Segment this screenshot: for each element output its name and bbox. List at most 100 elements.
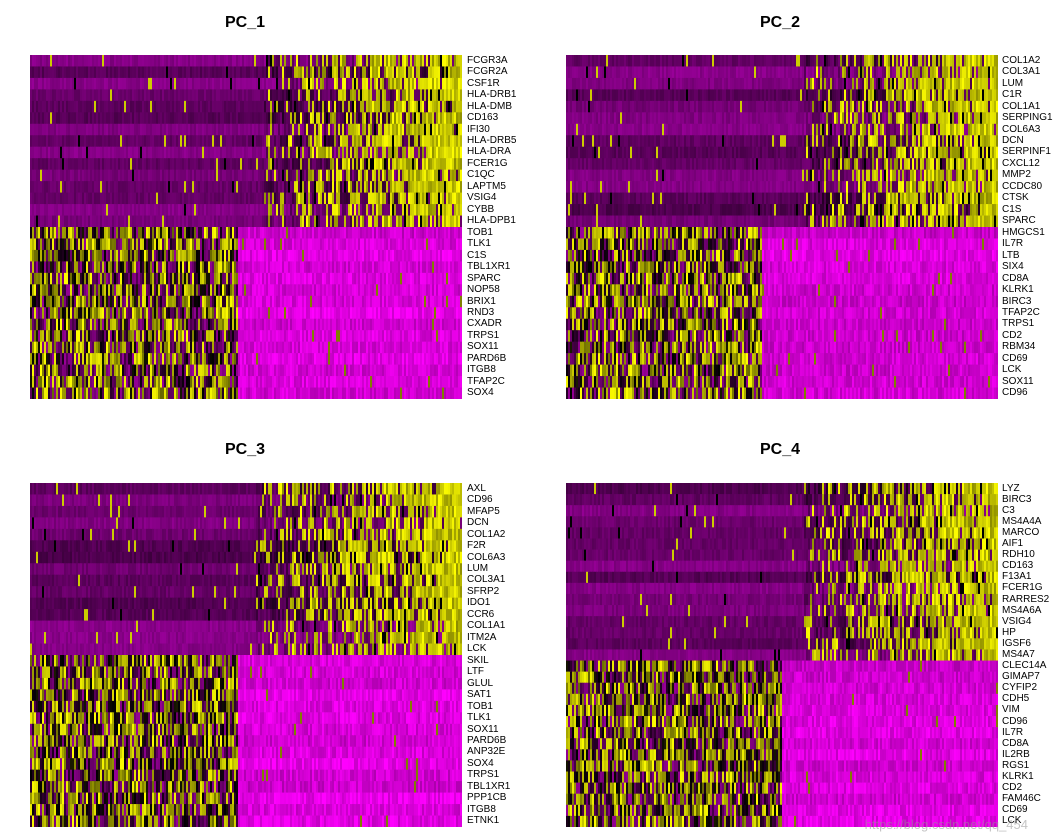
heat-cell xyxy=(448,215,451,228)
heat-cell xyxy=(460,238,462,251)
heat-cell xyxy=(382,249,385,262)
heat-cell xyxy=(324,261,327,274)
heat-cell xyxy=(86,89,89,102)
heat-cell xyxy=(348,261,351,274)
heat-cell xyxy=(144,77,147,90)
heat-cell xyxy=(248,123,251,136)
heat-cell xyxy=(366,295,369,308)
heat-cell xyxy=(158,284,161,297)
heat-cell xyxy=(418,66,421,79)
heat-cell xyxy=(432,307,435,320)
heat-cell xyxy=(100,77,103,90)
heat-cell xyxy=(176,238,179,251)
heat-cell xyxy=(134,307,137,320)
heat-cell xyxy=(212,112,215,125)
heat-cell xyxy=(324,100,327,113)
heat-cell xyxy=(290,77,293,90)
heat-cell xyxy=(424,100,427,113)
heat-cell xyxy=(80,307,83,320)
heat-cell xyxy=(316,284,319,297)
heat-cell xyxy=(176,135,179,148)
heat-cell xyxy=(308,204,311,217)
heat-cell xyxy=(442,261,445,274)
heat-cell xyxy=(308,77,311,90)
heat-cell xyxy=(356,146,359,159)
heat-cell xyxy=(420,169,423,182)
heat-cell xyxy=(44,169,47,182)
heat-cell xyxy=(80,169,83,182)
heat-cell xyxy=(346,55,349,68)
heat-cell xyxy=(306,181,309,194)
heat-cell xyxy=(418,135,421,148)
heat-cell xyxy=(160,123,163,136)
heat-cell xyxy=(168,89,171,102)
heat-cell xyxy=(196,77,199,90)
heat-cell xyxy=(90,295,93,308)
heat-cell xyxy=(380,112,383,125)
heat-cell xyxy=(460,158,462,171)
heat-cell xyxy=(246,227,249,240)
heat-cell xyxy=(300,215,303,228)
heat-cell xyxy=(208,66,211,79)
heat-cell xyxy=(228,55,231,68)
heat-cell xyxy=(240,204,243,217)
heat-cell xyxy=(286,100,289,113)
heat-cell xyxy=(42,204,45,217)
heat-cell xyxy=(248,261,251,274)
heat-cell xyxy=(406,55,409,68)
heat-cell xyxy=(118,55,121,68)
heat-cell xyxy=(124,123,127,136)
heat-cell xyxy=(192,100,195,113)
heat-cell xyxy=(170,169,173,182)
heat-cell xyxy=(400,227,403,240)
heat-cell xyxy=(110,238,113,251)
heat-cell xyxy=(30,66,33,79)
heat-cell xyxy=(92,227,95,240)
heat-cell xyxy=(170,227,173,240)
heat-cell xyxy=(234,204,237,217)
heat-cell xyxy=(420,215,423,228)
heat-cell xyxy=(280,261,283,274)
heat-cell xyxy=(238,272,241,285)
heat-cell xyxy=(346,261,349,274)
heat-cell xyxy=(140,112,143,125)
heat-cell xyxy=(70,215,73,228)
heat-cell xyxy=(378,307,381,320)
heat-cell xyxy=(440,272,443,285)
heat-cell xyxy=(286,66,289,79)
heat-cell xyxy=(50,272,53,285)
heat-cell xyxy=(430,204,433,217)
heat-cell xyxy=(150,204,153,217)
heat-cell xyxy=(140,227,143,240)
heat-cell xyxy=(202,89,205,102)
heat-cell xyxy=(248,169,251,182)
heat-cell xyxy=(66,135,69,148)
heat-cell xyxy=(198,238,201,251)
heat-cell xyxy=(182,89,185,102)
heat-cell xyxy=(210,295,213,308)
heat-cell xyxy=(264,181,267,194)
heat-cell xyxy=(394,227,397,240)
heat-cell xyxy=(134,284,137,297)
heat-cell xyxy=(436,158,439,171)
heat-cell xyxy=(48,146,51,159)
heat-cell xyxy=(288,100,291,113)
heat-cell xyxy=(434,204,437,217)
heat-cell xyxy=(266,238,269,251)
heat-cell xyxy=(152,112,155,125)
heat-cell xyxy=(258,204,261,217)
heat-cell xyxy=(406,146,409,159)
heat-cell xyxy=(150,169,153,182)
heat-cell xyxy=(424,55,427,68)
heat-cell xyxy=(354,284,357,297)
heat-cell xyxy=(452,272,455,285)
heat-cell xyxy=(354,249,357,262)
heat-cell xyxy=(64,146,67,159)
heat-cell xyxy=(284,284,287,297)
heat-cell xyxy=(156,89,159,102)
heat-cell xyxy=(288,135,291,148)
heat-cell xyxy=(332,295,335,308)
heat-cell xyxy=(406,123,409,136)
heat-cell xyxy=(84,135,87,148)
heat-cell xyxy=(390,307,393,320)
